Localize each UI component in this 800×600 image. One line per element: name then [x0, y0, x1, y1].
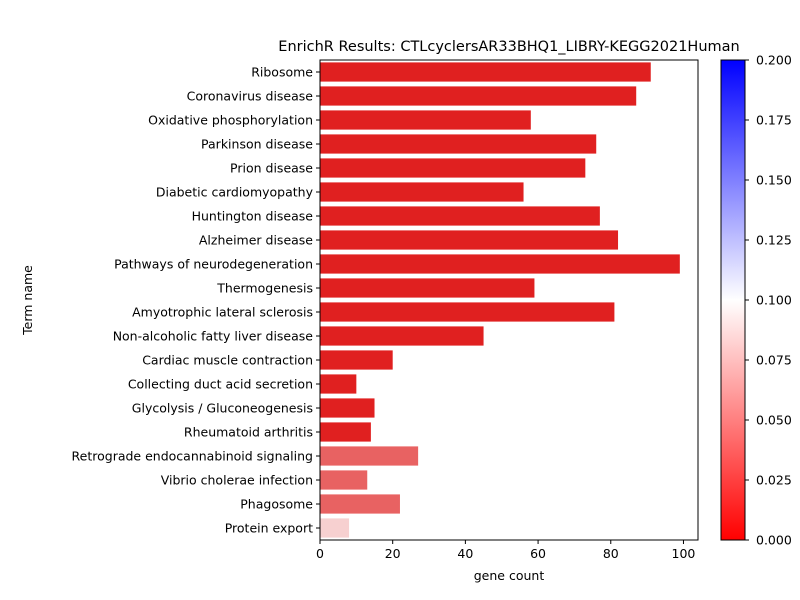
colorbar-tick-label: 0.175	[756, 113, 792, 128]
y-tick-label: Amyotrophic lateral sclerosis	[132, 305, 313, 320]
colorbar-tick-label: 0.050	[756, 413, 792, 428]
bar	[320, 326, 484, 346]
bar	[320, 230, 619, 250]
y-tick-label: Ribosome	[251, 65, 313, 80]
y-tick-label: Thermogenesis	[216, 281, 313, 296]
colorbar-tick-label: 0.125	[756, 233, 792, 248]
bar	[320, 206, 600, 226]
colorbar-tick-label: 0.025	[756, 473, 792, 488]
y-tick-label: Non-alcoholic fatty liver disease	[113, 329, 314, 344]
y-tick-label: Diabetic cardiomyopathy	[156, 185, 314, 200]
x-tick-label: 40	[457, 546, 473, 561]
y-tick-label: Coronavirus disease	[187, 89, 314, 104]
x-axis-label: gene count	[474, 568, 545, 583]
colorbar-ticks: 0.000 0.025 0.050 0.075 0.100 0.125 0.150 0.175…	[745, 53, 792, 548]
y-tick-label: Parkinson disease	[201, 137, 313, 152]
y-tick-label: Pathways of neurodegeneration	[114, 257, 313, 272]
bar	[320, 374, 357, 394]
bar	[320, 86, 637, 106]
y-tick-label: Huntington disease	[192, 209, 314, 224]
y-tick-label: Prion disease	[230, 161, 313, 176]
bar	[320, 254, 680, 274]
bar	[320, 398, 375, 418]
colorbar	[720, 59, 746, 541]
bar	[320, 470, 368, 490]
x-ticks: 0 20 40 60 80 100	[316, 540, 695, 561]
bar	[320, 518, 350, 538]
colorbar-tick-label: 0.200	[756, 53, 792, 68]
y-tick-label: Glycolysis / Gluconeogenesis	[132, 401, 313, 416]
y-tick-label: Phagosome	[240, 497, 313, 512]
bar	[320, 158, 586, 178]
colorbar-tick-label: 0.075	[756, 353, 792, 368]
bar	[320, 302, 615, 322]
y-tick-label: Collecting duct acid secretion	[128, 377, 313, 392]
bars-group	[320, 62, 680, 538]
x-tick-label: 0	[316, 546, 324, 561]
bar	[320, 182, 524, 202]
bar	[320, 446, 419, 466]
y-tick-label: Protein export	[225, 521, 313, 536]
y-tick-label: Cardiac muscle contraction	[142, 353, 313, 368]
bar	[320, 278, 535, 298]
bar	[320, 62, 651, 82]
colorbar-tick-label: 0.000	[756, 533, 792, 548]
bar	[320, 134, 597, 154]
bar	[320, 422, 371, 442]
plot-frame	[319, 59, 699, 541]
y-tick-label: Rheumatoid arthritis	[184, 425, 313, 440]
x-tick-label: 100	[672, 546, 696, 561]
x-tick-label: 80	[603, 546, 619, 561]
x-tick-label: 20	[385, 546, 401, 561]
bar	[320, 494, 400, 514]
chart-title: EnrichR Results: CTLcyclersAR33BHQ1_LIBR…	[278, 39, 739, 55]
y-tick-label: Oxidative phosphorylation	[148, 113, 313, 128]
y-axis-label: Term name	[20, 265, 35, 336]
y-tick-label: Vibrio cholerae infection	[161, 473, 313, 488]
bar	[320, 110, 531, 130]
x-tick-label: 60	[530, 546, 546, 561]
colorbar-tick-label: 0.150	[756, 173, 792, 188]
y-tick-label: Retrograde endocannabinoid signaling	[72, 449, 313, 464]
y-tick-labels: Ribosome Coronavirus disease Oxidative pho…	[72, 65, 320, 536]
y-tick-label: Alzheimer disease	[199, 233, 313, 248]
bar	[320, 350, 393, 370]
colorbar-tick-label: 0.100	[756, 293, 792, 308]
